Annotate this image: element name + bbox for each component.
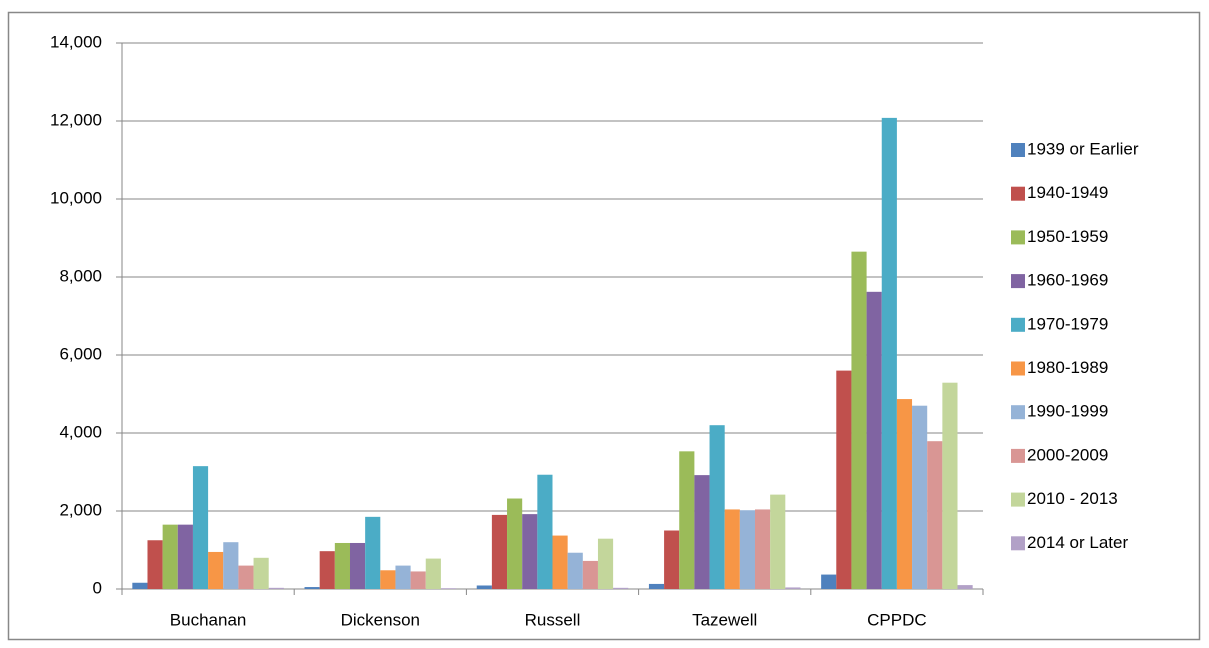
bar — [836, 370, 852, 589]
legend-label: 2014 or Later — [1027, 533, 1128, 552]
y-tick-label: 0 — [93, 578, 102, 597]
bar — [724, 509, 740, 589]
legend-swatch — [1011, 536, 1025, 551]
bar — [957, 585, 973, 589]
legend-label: 2010 - 2013 — [1027, 489, 1118, 508]
y-tick-label: 12,000 — [50, 110, 102, 129]
bar — [410, 571, 426, 589]
legend-swatch — [1011, 492, 1025, 507]
bar — [866, 291, 882, 589]
legend-label: 1980-1989 — [1027, 358, 1108, 377]
bar — [567, 552, 583, 589]
y-tick-label: 14,000 — [50, 32, 102, 51]
legend-label: 1990-1999 — [1027, 402, 1108, 421]
legend-swatch — [1011, 143, 1025, 157]
bar — [679, 451, 695, 589]
legend-label: 1939 or Earlier — [1027, 139, 1139, 158]
bar — [912, 405, 928, 589]
x-tick-label: Dickenson — [341, 610, 420, 629]
legend-label: 1940-1949 — [1027, 183, 1108, 202]
legend-swatch — [1011, 448, 1025, 463]
bar — [162, 524, 178, 589]
bar — [582, 560, 598, 589]
bar — [537, 474, 553, 589]
bar — [380, 570, 396, 589]
bar — [739, 510, 756, 589]
x-tick-label: Russell — [525, 610, 581, 629]
x-tick-label: CPPDC — [867, 610, 927, 629]
legend-swatch — [1011, 317, 1025, 332]
bar — [896, 399, 913, 589]
bar — [785, 587, 801, 589]
bar — [395, 565, 411, 589]
bar — [821, 574, 837, 589]
bar — [613, 587, 629, 589]
bar — [942, 382, 958, 589]
y-tick-label: 10,000 — [50, 188, 102, 207]
x-tick-label: Tazewell — [692, 610, 757, 629]
bar — [476, 585, 492, 589]
bar — [365, 516, 381, 589]
bar — [664, 530, 680, 589]
legend-label: 1960-1969 — [1027, 271, 1108, 290]
y-tick-label: 2,000 — [59, 500, 102, 519]
bar — [597, 538, 614, 589]
bar — [440, 588, 457, 589]
bar — [319, 551, 335, 589]
bar — [177, 524, 193, 589]
bar — [208, 551, 224, 589]
legend-label: 1950-1959 — [1027, 227, 1108, 246]
bar — [268, 587, 284, 589]
legend-swatch — [1011, 405, 1025, 420]
legend-swatch — [1011, 230, 1025, 245]
bar — [755, 509, 771, 589]
bar — [770, 494, 786, 589]
bar — [132, 582, 148, 589]
bar — [304, 587, 320, 589]
bar — [425, 558, 441, 589]
bar — [253, 557, 269, 589]
bar — [694, 475, 710, 589]
bar — [709, 425, 725, 589]
bar — [507, 498, 523, 589]
bar — [881, 117, 897, 589]
bar — [334, 542, 350, 589]
bar — [192, 466, 209, 589]
bar — [349, 542, 366, 589]
bar — [147, 540, 163, 589]
legend-swatch — [1011, 361, 1025, 376]
bar — [522, 514, 538, 589]
bar — [552, 535, 568, 589]
bar — [648, 583, 665, 589]
y-tick-label: 8,000 — [59, 266, 102, 285]
legend-label: 1970-1979 — [1027, 314, 1108, 333]
bar — [491, 514, 508, 589]
bar — [851, 251, 867, 589]
bar — [927, 441, 943, 589]
legend-swatch — [1011, 186, 1025, 201]
y-tick-label: 4,000 — [59, 422, 102, 441]
legend-swatch — [1011, 274, 1025, 289]
legend-label: 2000-2009 — [1027, 445, 1108, 464]
x-tick-label: Buchanan — [170, 610, 247, 629]
bar — [238, 565, 254, 589]
bar — [223, 542, 239, 589]
y-tick-label: 6,000 — [59, 344, 102, 363]
